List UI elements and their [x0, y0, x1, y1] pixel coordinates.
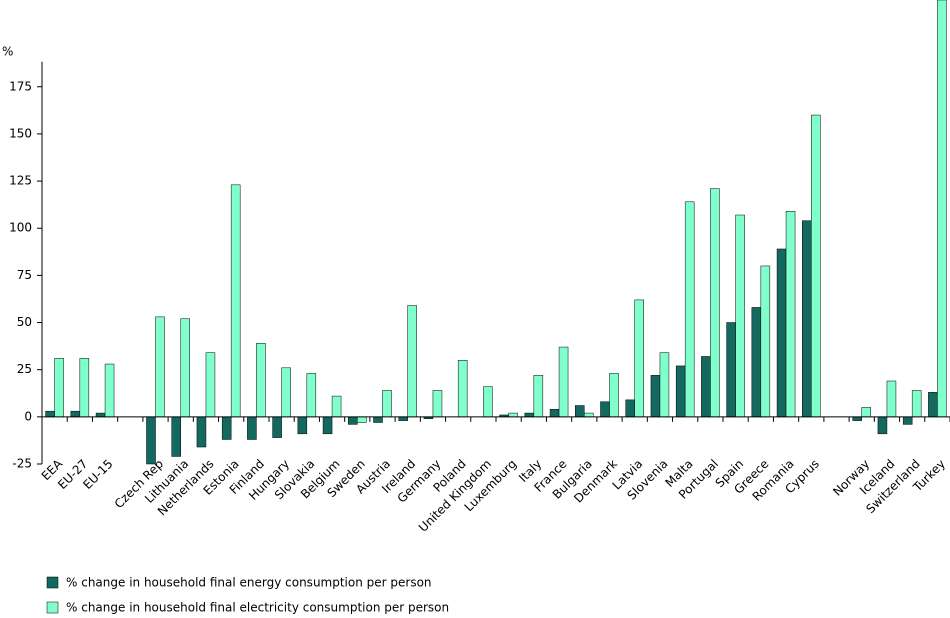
y-tick-label: 150: [9, 126, 32, 140]
legend-label: % change in household final electricity …: [66, 601, 449, 615]
bar: [877, 416, 888, 435]
bar: [886, 380, 897, 418]
bar: [760, 265, 771, 418]
bar: [95, 412, 106, 418]
bar: [180, 318, 190, 418]
bar: [609, 373, 619, 418]
y-tick-label: 125: [9, 174, 32, 188]
bar: [659, 352, 670, 418]
bar: [600, 401, 610, 418]
y-tick-label: 175: [9, 79, 32, 93]
y-tick-label: -25: [12, 457, 32, 471]
bar: [281, 367, 291, 418]
bar: [625, 399, 635, 418]
bar: [54, 358, 64, 418]
bar: [902, 416, 913, 425]
bar: [928, 392, 938, 418]
bar: [297, 416, 308, 435]
bar: [155, 316, 165, 418]
bar: [726, 322, 736, 418]
bar: [634, 299, 644, 418]
bar: [272, 416, 282, 438]
bar: [575, 405, 585, 418]
bar: [221, 416, 232, 440]
y-tick-label: 100: [9, 221, 32, 235]
bar: [735, 214, 745, 418]
bar: [348, 416, 358, 425]
bar: [70, 410, 81, 418]
bar: [785, 211, 796, 418]
bar: [373, 416, 383, 423]
bar: [398, 416, 408, 421]
bar: [322, 416, 333, 435]
bar: [684, 201, 695, 418]
bar: [549, 409, 560, 418]
bar: [382, 390, 392, 418]
bar: [79, 358, 90, 418]
bar: [524, 412, 535, 418]
bar: [911, 390, 922, 418]
bar: [247, 416, 257, 440]
bar: [432, 390, 443, 418]
y-tick-label: 0: [24, 409, 32, 423]
y-tick-label: 25: [17, 362, 32, 376]
bar: [811, 114, 821, 418]
bar: [776, 248, 787, 418]
bar: [407, 305, 417, 418]
bar: [701, 356, 711, 418]
bar: [558, 346, 569, 418]
bar: [650, 375, 661, 418]
bar: [104, 363, 115, 418]
bar: [306, 373, 317, 418]
bar: [508, 412, 518, 418]
bar: [483, 386, 493, 418]
bar: [937, 0, 947, 418]
bar: [331, 395, 342, 418]
bar: [802, 220, 812, 418]
bar: [357, 416, 367, 423]
bar: [675, 365, 686, 418]
bar: [256, 343, 266, 418]
bar: [533, 375, 544, 418]
bar: [205, 352, 216, 418]
bar: [146, 416, 156, 465]
bar: [45, 410, 55, 418]
bar: [710, 188, 720, 418]
bar: [584, 412, 594, 418]
bar: [230, 184, 241, 418]
legend-swatch: [46, 576, 59, 589]
bar: [457, 360, 468, 418]
bar: [861, 407, 871, 418]
bar: [196, 416, 207, 448]
bar: [852, 416, 862, 421]
bar: [751, 307, 762, 418]
legend-label: % change in household final energy consu…: [66, 576, 432, 590]
bar: [171, 416, 181, 457]
y-axis-label: %: [2, 45, 13, 59]
y-tick-label: 75: [17, 268, 32, 282]
y-tick-label: 50: [17, 315, 32, 329]
legend-swatch: [46, 601, 59, 614]
